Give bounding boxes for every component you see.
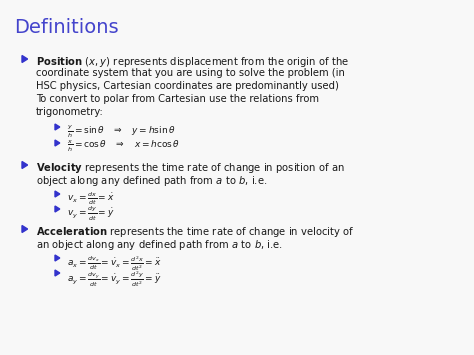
Polygon shape (55, 124, 60, 130)
Text: Definitions: Definitions (14, 18, 118, 37)
Text: $a_y = \frac{dv_y}{dt} = \dot{v}_y = \frac{d^2y}{dt^2} = \ddot{y}$: $a_y = \frac{dv_y}{dt} = \dot{v}_y = \fr… (67, 269, 162, 289)
Text: $\mathbf{Velocity}$ represents the time rate of change in position of an: $\mathbf{Velocity}$ represents the time … (36, 161, 345, 175)
Polygon shape (55, 270, 60, 276)
Text: coordinate system that you are using to solve the problem (in: coordinate system that you are using to … (36, 68, 345, 78)
Polygon shape (22, 225, 27, 233)
Polygon shape (55, 191, 60, 197)
Text: $v_x = \frac{dx}{dt} = \dot{x}$: $v_x = \frac{dx}{dt} = \dot{x}$ (67, 190, 115, 207)
Polygon shape (22, 55, 27, 62)
Polygon shape (55, 140, 60, 146)
Polygon shape (22, 162, 27, 169)
Text: $v_y = \frac{dy}{dt} = \dot{y}$: $v_y = \frac{dy}{dt} = \dot{y}$ (67, 205, 115, 223)
Text: $\mathbf{Position}$ $(x,y)$ represents displacement from the origin of the: $\mathbf{Position}$ $(x,y)$ represents d… (36, 55, 349, 69)
Polygon shape (55, 206, 60, 212)
Text: an object along any defined path from $a$ to $b$, i.e.: an object along any defined path from $a… (36, 238, 283, 252)
Text: trigonometry:: trigonometry: (36, 107, 104, 117)
Text: $\frac{x}{h} = \cos\theta \quad \Rightarrow \quad x = h\cos\theta$: $\frac{x}{h} = \cos\theta \quad \Rightar… (67, 139, 180, 154)
Text: $\mathbf{Acceleration}$ represents the time rate of change in velocity of: $\mathbf{Acceleration}$ represents the t… (36, 225, 355, 239)
Text: $\frac{y}{h} = \sin\theta \quad \Rightarrow \quad y = h\sin\theta$: $\frac{y}{h} = \sin\theta \quad \Rightar… (67, 123, 175, 140)
Text: To convert to polar from Cartesian use the relations from: To convert to polar from Cartesian use t… (36, 94, 319, 104)
Polygon shape (55, 255, 60, 261)
Text: $a_x = \frac{dv_x}{dt} = \dot{v}_x = \frac{d^2x}{dt^2} = \ddot{x}$: $a_x = \frac{dv_x}{dt} = \dot{v}_x = \fr… (67, 254, 162, 273)
Text: HSC physics, Cartesian coordinates are predominantly used): HSC physics, Cartesian coordinates are p… (36, 81, 339, 91)
Text: object along any defined path from $a$ to $b$, i.e.: object along any defined path from $a$ t… (36, 174, 267, 188)
